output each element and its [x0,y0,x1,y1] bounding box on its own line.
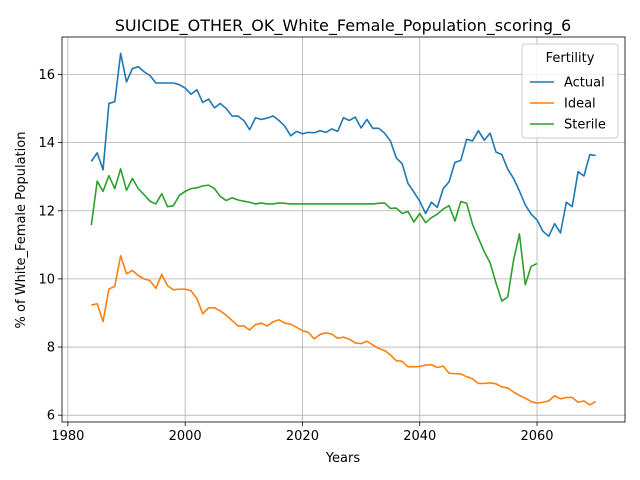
legend-title: Fertility [546,51,595,66]
x-axis-label: Years [325,451,361,466]
x-tick-label: 2020 [286,429,319,444]
legend-label-sterile: Sterile [564,118,606,133]
chart-title: SUICIDE_OTHER_OK_White_Female_Population… [115,16,571,36]
legend-label-ideal: Ideal [564,97,596,112]
x-tick-label: 2060 [520,429,553,444]
legend-label-actual: Actual [564,76,605,91]
y-tick-label: 14 [38,136,55,151]
x-tick-label: 2040 [403,429,436,444]
y-tick-label: 8 [47,341,55,356]
legend: Fertility Actual Ideal Sterile [522,44,618,138]
x-tick-label: 2000 [169,429,202,444]
y-tick-label: 16 [38,68,55,83]
y-axis-label: % of White_Female Population [14,132,29,329]
y-tick-label: 12 [38,204,55,219]
y-tick-label: 6 [47,409,55,424]
y-tick-label: 10 [38,272,55,287]
x-tick-label: 1980 [51,429,84,444]
